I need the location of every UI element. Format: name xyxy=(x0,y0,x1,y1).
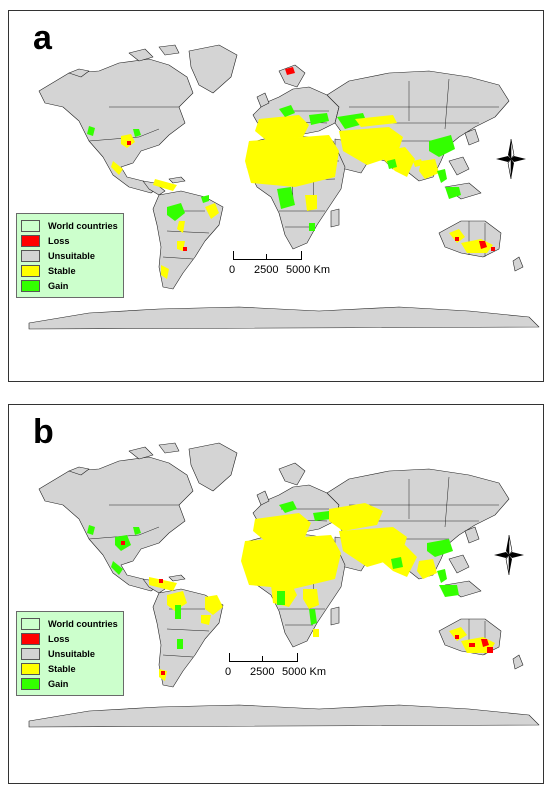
panel-label-a: a xyxy=(33,19,52,57)
legend-item-loss: Loss xyxy=(21,631,123,646)
scale-label-end: 5000 Km xyxy=(282,666,327,678)
legend-label: Unsuitable xyxy=(48,648,95,659)
overlay-b xyxy=(87,501,495,681)
legend-item-stable: Stable xyxy=(21,662,123,677)
map-panel-a: a World countries Loss Unsuitable Stable… xyxy=(8,10,544,382)
scale-bar-tick xyxy=(266,254,267,259)
swatch-stable xyxy=(21,663,40,676)
legend-label: World countries xyxy=(48,220,118,231)
legend-label: Loss xyxy=(48,235,70,246)
swatch-stable xyxy=(21,265,40,278)
legend-a: World countries Loss Unsuitable Stable G… xyxy=(16,213,124,298)
swatch-loss xyxy=(21,234,40,247)
swatch-world-countries xyxy=(21,219,40,232)
swatch-gain xyxy=(21,280,40,293)
legend-item-stable: Stable xyxy=(21,264,123,279)
legend-label: Unsuitable xyxy=(48,250,95,261)
legend-item-gain: Gain xyxy=(21,677,123,692)
swatch-unsuitable xyxy=(21,249,40,262)
map-panel-b: b World countries Loss Unsuitable Stable… xyxy=(8,404,544,784)
scale-bar-line xyxy=(229,653,298,662)
legend-label: Stable xyxy=(48,266,76,277)
legend-item-loss: Loss xyxy=(21,233,123,248)
north-arrow-compass-icon xyxy=(494,535,524,575)
legend-b: World countries Loss Unsuitable Stable G… xyxy=(16,611,124,696)
scale-bar-line xyxy=(233,251,302,260)
scale-label-zero: 0 xyxy=(229,264,236,276)
scale-label-end: 5000 Km xyxy=(286,264,331,276)
panel-label-b: b xyxy=(33,413,54,451)
scale-bar-b: 0 2500 5000 Km xyxy=(225,653,365,693)
swatch-unsuitable xyxy=(21,647,40,660)
legend-label: Gain xyxy=(48,679,69,690)
scale-bar-a: 0 2500 5000 Km xyxy=(229,251,369,291)
legend-label: Stable xyxy=(48,664,76,675)
scale-label-zero: 0 xyxy=(225,666,232,678)
world-map-b xyxy=(28,442,540,728)
legend-item-unsuitable: Unsuitable xyxy=(21,248,123,263)
legend-label: World countries xyxy=(48,618,118,629)
north-arrow-compass-icon xyxy=(496,139,526,179)
world-map-a xyxy=(28,44,540,330)
legend-label: Loss xyxy=(48,633,70,644)
legend-item-gain: Gain xyxy=(21,279,123,294)
scale-bar-tick xyxy=(262,656,263,661)
legend-item-world-countries: World countries xyxy=(21,218,123,233)
scale-label-mid: 2500 xyxy=(254,264,279,276)
swatch-world-countries xyxy=(21,617,40,630)
scale-label-mid: 2500 xyxy=(250,666,275,678)
legend-item-unsuitable: Unsuitable xyxy=(21,646,123,661)
swatch-loss xyxy=(21,632,40,645)
overlay-a xyxy=(87,67,495,279)
legend-item-world-countries: World countries xyxy=(21,616,123,631)
swatch-gain xyxy=(21,678,40,691)
legend-label: Gain xyxy=(48,281,69,292)
